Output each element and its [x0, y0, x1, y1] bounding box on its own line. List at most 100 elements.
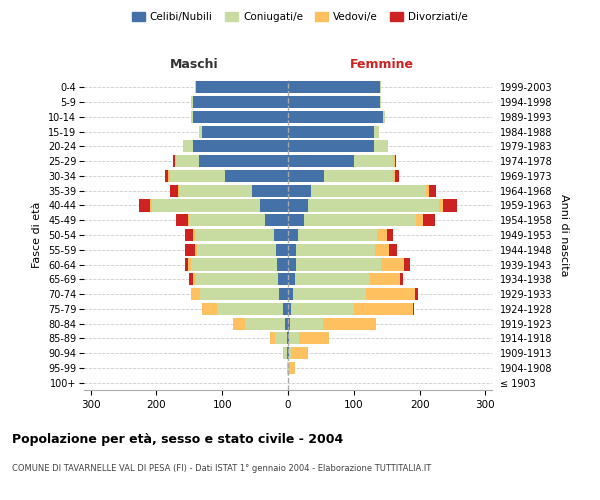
Bar: [276, 244, 288, 256]
Bar: [443, 200, 457, 211]
Bar: [311, 184, 426, 197]
Bar: [377, 229, 387, 241]
Bar: [288, 170, 324, 182]
Bar: [354, 155, 393, 167]
Y-axis label: Fasce di età: Fasce di età: [32, 202, 43, 268]
Bar: [194, 229, 274, 241]
Bar: [193, 96, 288, 108]
Bar: [287, 362, 288, 374]
Bar: [288, 318, 290, 330]
Bar: [191, 258, 277, 270]
Bar: [290, 318, 323, 330]
Text: Femmine: Femmine: [350, 58, 414, 70]
Bar: [413, 303, 415, 315]
Bar: [395, 155, 396, 167]
Bar: [170, 184, 178, 197]
Bar: [173, 155, 175, 167]
Bar: [165, 170, 168, 182]
Bar: [191, 96, 193, 108]
Bar: [189, 273, 193, 285]
Bar: [288, 126, 374, 138]
Bar: [196, 273, 278, 285]
Bar: [188, 214, 189, 226]
Bar: [423, 214, 435, 226]
Bar: [308, 200, 439, 211]
Bar: [289, 332, 299, 344]
Bar: [430, 184, 436, 197]
Bar: [296, 244, 375, 256]
Bar: [288, 214, 304, 226]
Bar: [287, 332, 288, 344]
Bar: [199, 155, 288, 167]
Bar: [287, 347, 288, 359]
Bar: [291, 303, 354, 315]
Bar: [288, 362, 289, 374]
Bar: [288, 258, 296, 270]
Bar: [176, 214, 188, 226]
Bar: [260, 200, 288, 211]
Bar: [179, 184, 252, 197]
Bar: [299, 332, 329, 344]
Bar: [383, 111, 385, 123]
Bar: [176, 155, 199, 167]
Bar: [283, 303, 288, 315]
Bar: [191, 111, 193, 123]
Bar: [193, 229, 194, 241]
Bar: [280, 288, 288, 300]
Bar: [288, 332, 289, 344]
Text: Popolazione per età, sesso e stato civile - 2004: Popolazione per età, sesso e stato civil…: [12, 432, 343, 446]
Bar: [226, 170, 288, 182]
Y-axis label: Anni di nascita: Anni di nascita: [559, 194, 569, 276]
Bar: [233, 318, 245, 330]
Bar: [288, 155, 354, 167]
Bar: [288, 96, 380, 108]
Bar: [189, 214, 265, 226]
Bar: [426, 184, 430, 197]
Bar: [375, 244, 389, 256]
Bar: [217, 303, 283, 315]
Bar: [288, 273, 295, 285]
Bar: [415, 288, 418, 300]
Bar: [185, 258, 188, 270]
Bar: [170, 170, 226, 182]
Text: COMUNE DI TAVARNELLE VAL DI PESA (FI) - Dati ISTAT 1° gennaio 2004 - Elaborazion: COMUNE DI TAVARNELLE VAL DI PESA (FI) - …: [12, 464, 431, 473]
Bar: [291, 347, 308, 359]
Bar: [195, 82, 196, 94]
Bar: [185, 244, 195, 256]
Bar: [298, 229, 377, 241]
Text: Maschi: Maschi: [170, 58, 218, 70]
Bar: [197, 244, 276, 256]
Bar: [288, 140, 374, 152]
Bar: [178, 184, 179, 197]
Bar: [269, 332, 275, 344]
Bar: [374, 140, 388, 152]
Bar: [278, 273, 288, 285]
Bar: [168, 170, 170, 182]
Bar: [400, 273, 403, 285]
Bar: [139, 200, 151, 211]
Bar: [185, 229, 193, 241]
Bar: [274, 229, 288, 241]
Bar: [288, 200, 308, 211]
Bar: [195, 244, 197, 256]
Bar: [283, 347, 284, 359]
Bar: [370, 273, 400, 285]
Bar: [275, 332, 287, 344]
Bar: [288, 303, 291, 315]
Bar: [199, 126, 202, 138]
Bar: [252, 184, 288, 197]
Bar: [380, 82, 381, 94]
Bar: [288, 229, 298, 241]
Bar: [289, 362, 295, 374]
Bar: [152, 200, 260, 211]
Bar: [324, 170, 393, 182]
Bar: [183, 140, 193, 152]
Bar: [285, 318, 288, 330]
Bar: [245, 318, 285, 330]
Bar: [395, 170, 398, 182]
Bar: [439, 200, 443, 211]
Bar: [200, 288, 280, 300]
Bar: [193, 140, 288, 152]
Bar: [404, 258, 410, 270]
Bar: [175, 155, 176, 167]
